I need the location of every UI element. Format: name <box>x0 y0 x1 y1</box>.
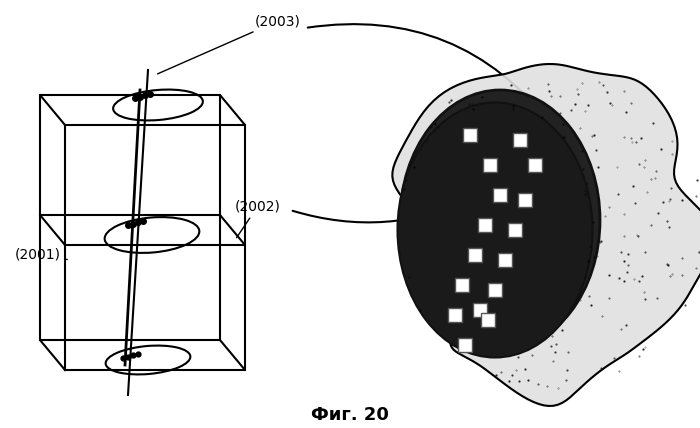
Text: (2001): (2001) <box>15 247 67 261</box>
Bar <box>458 338 472 352</box>
Ellipse shape <box>400 90 600 350</box>
Text: Фиг. 20: Фиг. 20 <box>311 406 389 424</box>
Polygon shape <box>392 64 700 406</box>
Text: (2003): (2003) <box>158 14 301 74</box>
Bar <box>478 218 492 232</box>
Bar <box>448 308 462 322</box>
Bar <box>463 128 477 142</box>
Ellipse shape <box>398 102 592 357</box>
Text: (2002): (2002) <box>235 199 281 238</box>
Bar <box>481 313 495 327</box>
Bar <box>483 158 497 172</box>
Polygon shape <box>40 340 245 370</box>
Bar <box>513 133 527 147</box>
Bar <box>518 193 532 207</box>
Bar <box>528 158 542 172</box>
Bar <box>468 248 482 262</box>
Bar <box>473 303 487 317</box>
Polygon shape <box>40 95 245 125</box>
Bar <box>455 278 469 292</box>
Polygon shape <box>40 215 245 245</box>
Bar <box>498 253 512 267</box>
Bar <box>508 223 522 237</box>
Bar <box>493 188 507 202</box>
Bar <box>488 283 502 297</box>
